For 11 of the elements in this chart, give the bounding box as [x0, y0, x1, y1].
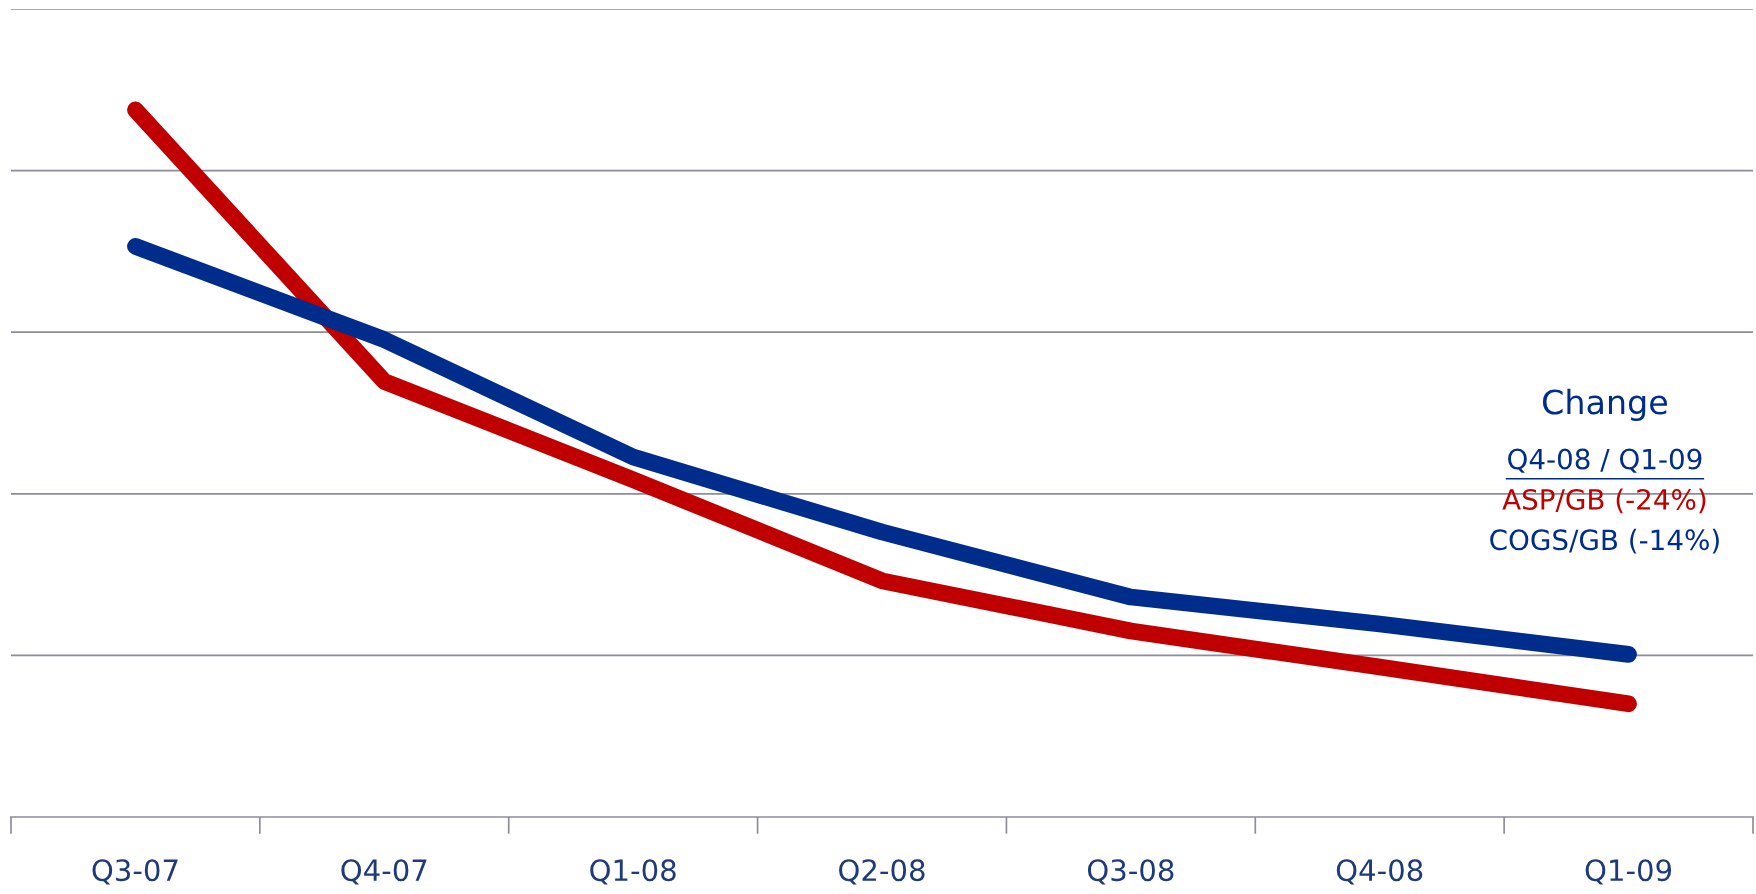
annotation: Q4-08 / Q1-09 — [1508, 448, 1702, 473]
x-tick-label: Q2-08 — [839, 859, 925, 885]
x-tick-label: Q3-07 — [92, 859, 178, 885]
x-tick-label: Q3-08 — [1087, 859, 1174, 885]
x-tick-label: Q4-08 — [1336, 859, 1423, 885]
x-tick-label: Q1-08 — [590, 859, 676, 885]
annotation: Change — [1542, 388, 1667, 422]
text: COGS/GB (-14%) — [1490, 528, 1719, 554]
x-tick-label: Q4-07 — [341, 859, 427, 885]
x-tick-label: Q1-09 — [1585, 859, 1672, 885]
text: ASP/GB (-24%) — [1502, 488, 1706, 514]
